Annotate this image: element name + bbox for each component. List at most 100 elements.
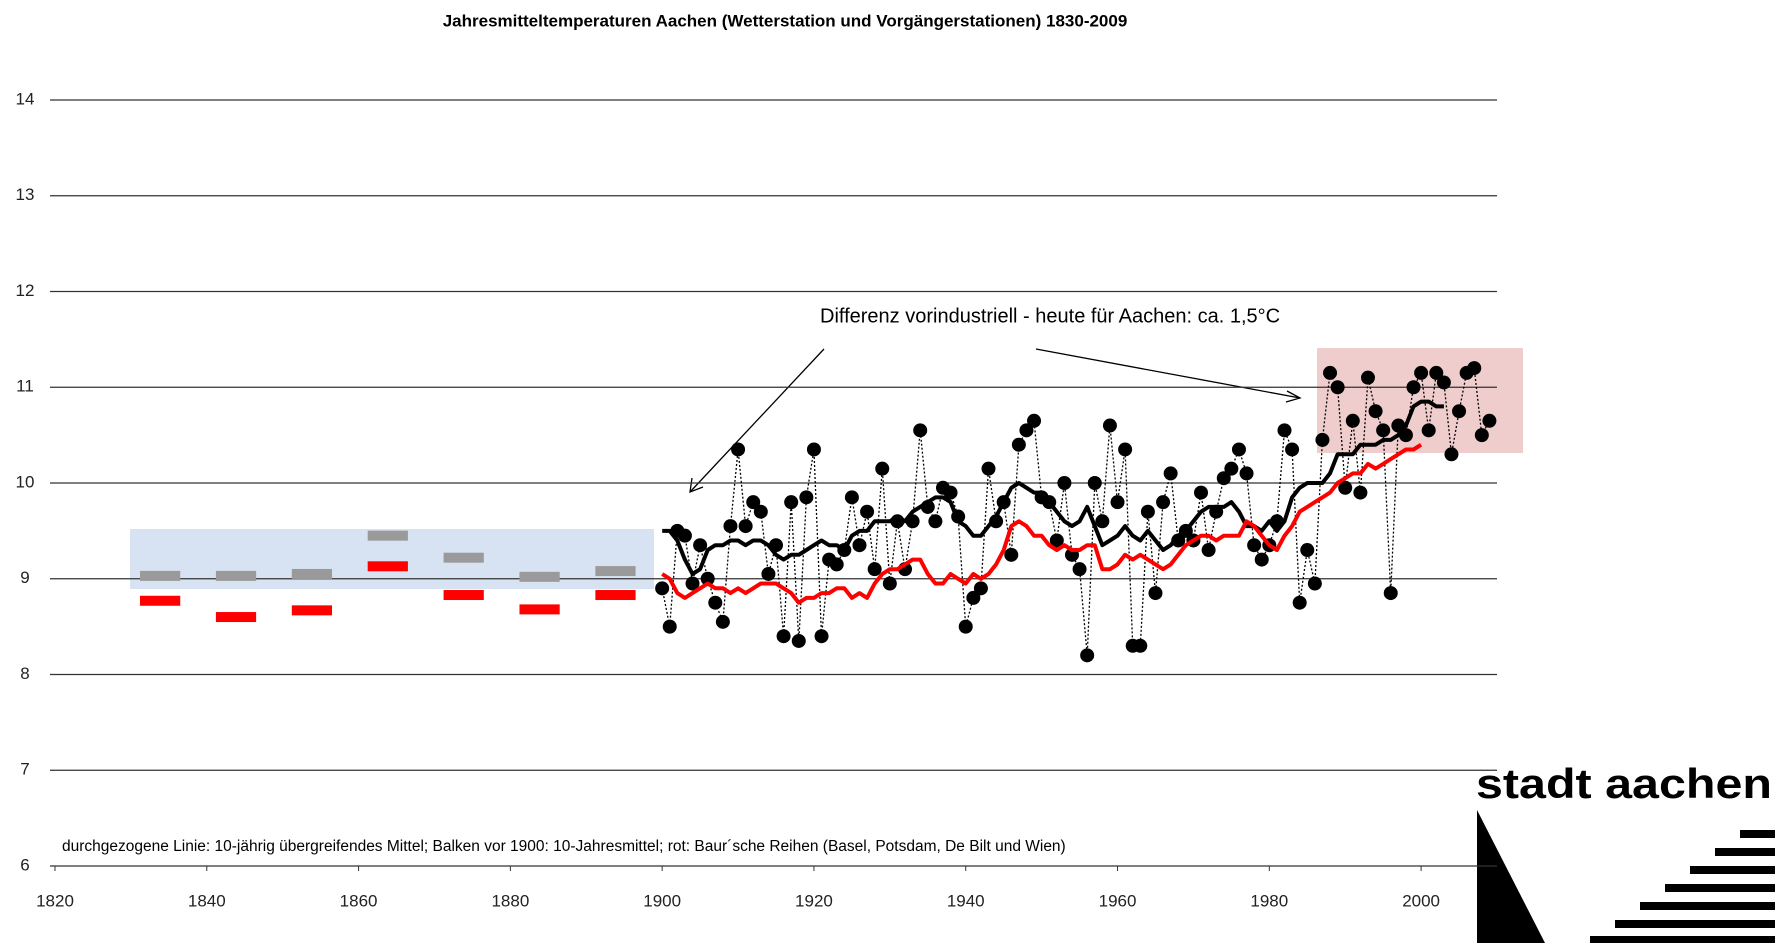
x-tick-label: 1900 bbox=[643, 891, 681, 910]
annual-dot bbox=[791, 633, 806, 648]
annual-dot bbox=[1004, 547, 1019, 562]
decade-bar bbox=[595, 590, 636, 601]
annual-dot bbox=[1414, 365, 1429, 380]
annual-dot bbox=[1110, 495, 1125, 510]
arrow-line bbox=[689, 348, 825, 493]
annual-dot bbox=[1163, 466, 1178, 481]
y-tick-label: 6 bbox=[20, 855, 29, 874]
annual-dot bbox=[1368, 404, 1383, 419]
annual-dot bbox=[1156, 495, 1171, 510]
annual-dot bbox=[1360, 370, 1375, 385]
decade-bar bbox=[367, 530, 408, 541]
annual-dot bbox=[1406, 380, 1421, 395]
y-tick-label: 11 bbox=[16, 377, 34, 396]
annual-dot bbox=[1444, 447, 1459, 462]
x-tick-label: 1920 bbox=[795, 891, 833, 910]
decade-bar bbox=[140, 570, 181, 581]
annual-dot bbox=[738, 519, 753, 534]
annual-dot bbox=[1095, 514, 1110, 529]
annual-dot bbox=[913, 423, 928, 438]
annual-dot bbox=[1072, 562, 1087, 577]
annual-dot bbox=[1027, 413, 1042, 428]
x-tick-label: 1960 bbox=[1099, 891, 1137, 910]
annual-dot bbox=[1285, 442, 1300, 457]
annual-dot bbox=[1057, 476, 1072, 490]
annual-dot bbox=[1292, 595, 1307, 610]
annual-dot bbox=[662, 619, 677, 634]
annual-dot bbox=[1323, 365, 1338, 380]
annual-dot bbox=[677, 528, 692, 543]
footnote: durchgezogene Linie: 10-jährig übergreif… bbox=[62, 838, 1066, 855]
annual-dot bbox=[799, 490, 814, 505]
annual-dot bbox=[875, 461, 890, 476]
annual-dot bbox=[1247, 538, 1262, 553]
annual-dot bbox=[1474, 428, 1489, 443]
annual-dot bbox=[1421, 423, 1436, 438]
annual-dot bbox=[1019, 423, 1034, 438]
annual-dot bbox=[844, 490, 859, 505]
annual-dot bbox=[1194, 485, 1209, 500]
decade-bar bbox=[595, 566, 636, 577]
annual-dot bbox=[1239, 466, 1254, 481]
annual-dot bbox=[1102, 418, 1117, 433]
annual-dot bbox=[708, 595, 723, 610]
annual-dot bbox=[1338, 480, 1353, 495]
logo: stadt aachen bbox=[1476, 760, 1775, 943]
annual-dot bbox=[1429, 365, 1444, 380]
decade-bar bbox=[140, 595, 181, 606]
chart-title: Jahresmitteltemperaturen Aachen (Wetters… bbox=[443, 11, 1128, 30]
annual-dot bbox=[1254, 552, 1269, 567]
annual-dot bbox=[1482, 413, 1497, 428]
x-tick-label: 1980 bbox=[1250, 891, 1288, 910]
annual-dot bbox=[761, 566, 776, 581]
annual-dot bbox=[1049, 533, 1064, 548]
annual-dot bbox=[981, 461, 996, 476]
annual-dot bbox=[746, 495, 761, 510]
decade-bar bbox=[291, 568, 333, 579]
running-mean-line bbox=[661, 443, 1423, 605]
annual-dot bbox=[1224, 461, 1239, 476]
annual-dot bbox=[814, 629, 829, 644]
annual-dot bbox=[973, 581, 988, 596]
x-tick-label: 1880 bbox=[491, 891, 529, 910]
y-tick-label: 12 bbox=[16, 281, 35, 300]
annual-dot bbox=[1201, 543, 1216, 558]
annual-dot bbox=[1353, 485, 1368, 500]
decade-bar bbox=[215, 612, 257, 623]
annual-dot bbox=[860, 504, 875, 519]
annual-dot bbox=[1300, 543, 1315, 558]
x-tick-label: 1940 bbox=[947, 891, 985, 910]
annual-dot bbox=[655, 581, 670, 596]
y-tick-label: 8 bbox=[20, 664, 29, 683]
logo-triangle bbox=[1477, 810, 1545, 943]
annual-dot bbox=[1140, 504, 1155, 519]
annual-dot bbox=[1315, 432, 1330, 447]
x-tick-label: 2000 bbox=[1402, 891, 1440, 910]
arrow-head bbox=[1285, 390, 1302, 403]
annual-dot bbox=[966, 590, 981, 605]
decade-bar bbox=[443, 590, 484, 601]
annual-dot bbox=[700, 571, 715, 586]
annual-dot bbox=[1080, 648, 1095, 663]
annual-dot bbox=[928, 514, 943, 529]
y-tick-label: 13 bbox=[16, 185, 35, 204]
annual-dot bbox=[1330, 380, 1345, 395]
annual-dot bbox=[1452, 404, 1467, 419]
logo-stripes bbox=[1590, 830, 1775, 943]
x-tick-label: 1840 bbox=[188, 891, 226, 910]
arrow-line bbox=[1035, 348, 1301, 399]
annual-dot bbox=[753, 504, 768, 519]
decade-bar bbox=[291, 605, 333, 616]
annual-dot bbox=[1383, 586, 1398, 601]
dotted-line bbox=[661, 366, 1490, 656]
annual-dot bbox=[882, 576, 897, 591]
annual-dot bbox=[958, 619, 973, 634]
annual-dot bbox=[723, 519, 738, 534]
annual-dot bbox=[693, 538, 708, 553]
annual-dot bbox=[1467, 361, 1482, 376]
annual-dot bbox=[806, 442, 821, 457]
annual-dot bbox=[829, 557, 844, 572]
decade-bar bbox=[519, 571, 560, 582]
annual-dot bbox=[1148, 586, 1163, 601]
